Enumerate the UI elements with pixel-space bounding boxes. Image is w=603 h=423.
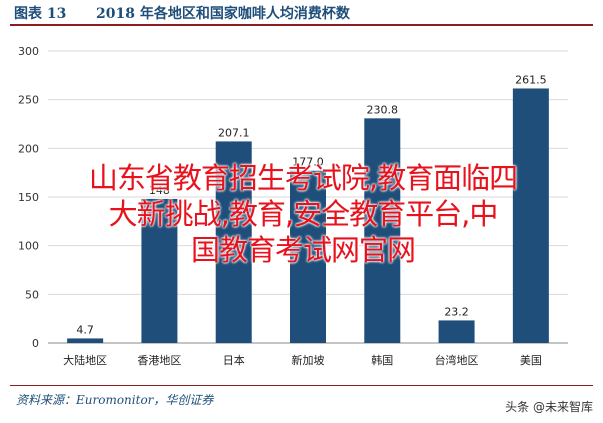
bar-4 bbox=[364, 118, 401, 343]
bar-0 bbox=[67, 338, 104, 343]
y-tick-label: 50 bbox=[25, 288, 39, 301]
value-labels: 4.7 148 207.1 177.0 230.8 23.2 261.5 bbox=[76, 73, 546, 336]
value-label-3: 177.0 bbox=[292, 156, 324, 169]
bar-6 bbox=[512, 88, 549, 344]
header-divider bbox=[10, 24, 593, 26]
bar-chart: 0 50 100 150 200 250 300 4.7 148 207.1 177.0 230.8… bbox=[18, 45, 568, 367]
x-tick-label-0: 大陆地区 bbox=[63, 353, 107, 367]
source-note: 资料来源：Euromonitor，华创证券 bbox=[16, 393, 214, 407]
value-label-6: 261.5 bbox=[515, 73, 547, 86]
bar-1 bbox=[141, 198, 178, 343]
value-label-1: 148 bbox=[149, 184, 170, 197]
value-label-5: 23.2 bbox=[444, 305, 469, 318]
footer-divider bbox=[10, 385, 593, 386]
y-tick-label: 200 bbox=[18, 142, 39, 155]
watermark: 头条 @未来智库 bbox=[505, 400, 593, 414]
figure-header: 图表 13 2018 年各地区和国家咖啡人均消费杯数 bbox=[0, 0, 603, 24]
x-axis-ticks: 大陆地区 香港地区 日本 新加坡 韩国 台湾地区 美国 bbox=[63, 353, 542, 367]
y-tick-label: 100 bbox=[18, 240, 39, 253]
y-tick-label: 300 bbox=[18, 45, 39, 58]
bar-2 bbox=[215, 141, 252, 343]
y-tick-label: 150 bbox=[18, 191, 39, 204]
x-tick-label-4: 韩国 bbox=[371, 353, 393, 367]
x-tick-label-1: 香港地区 bbox=[137, 354, 181, 367]
chart-title: 2018 年各地区和国家咖啡人均消费杯数 bbox=[96, 6, 350, 22]
x-tick-label-5: 台湾地区 bbox=[435, 353, 479, 367]
y-axis-ticks: 0 50 100 150 200 250 300 bbox=[18, 45, 39, 350]
bar-5 bbox=[438, 320, 475, 343]
x-tick-label-6: 美国 bbox=[520, 354, 542, 367]
value-label-0: 4.7 bbox=[76, 323, 94, 336]
bars bbox=[67, 88, 549, 344]
value-label-2: 207.1 bbox=[218, 126, 250, 139]
y-tick-label: 250 bbox=[18, 94, 39, 107]
x-tick-label-3: 新加坡 bbox=[292, 353, 325, 367]
x-tick-label-2: 日本 bbox=[223, 353, 245, 367]
y-tick-label: 0 bbox=[32, 337, 39, 350]
value-label-4: 230.8 bbox=[367, 103, 399, 116]
figure-label: 图表 13 bbox=[14, 6, 67, 22]
bar-3 bbox=[290, 170, 326, 343]
